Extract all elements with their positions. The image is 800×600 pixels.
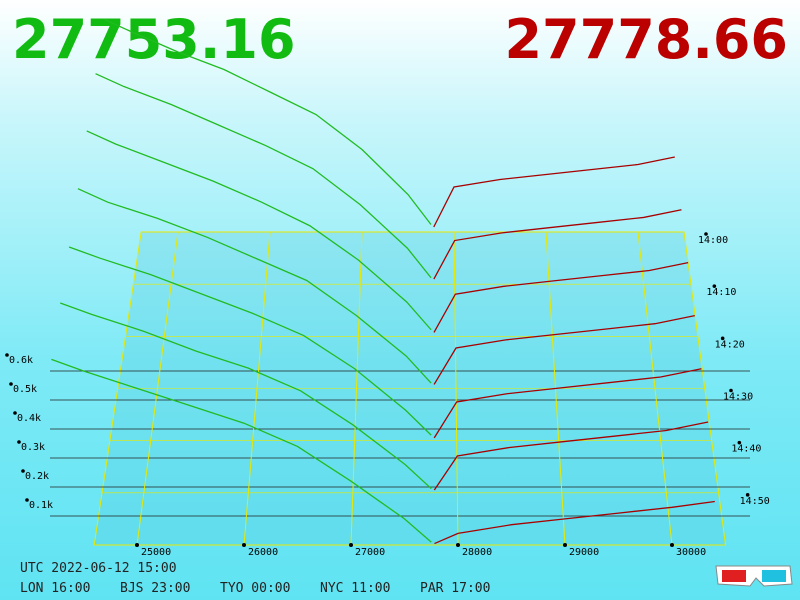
- ask-depth-line: [433, 368, 702, 439]
- clock: LON 16:00: [20, 581, 90, 596]
- bid-depth-line: [86, 130, 432, 331]
- clock: TYO 00:00: [220, 581, 290, 596]
- price-tick-dot: [456, 543, 460, 547]
- glasses-icon: [715, 565, 793, 587]
- volume-tick-dot: [9, 382, 13, 386]
- volume-tick-dot: [13, 411, 17, 415]
- price-tick-label: 25000: [141, 547, 171, 558]
- price-tick-dot: [349, 543, 353, 547]
- time-tick-dot: [712, 284, 717, 288]
- volume-tick-dot: [25, 498, 29, 502]
- volume-tick-label: 0.6k: [9, 355, 33, 366]
- ask-depth-line: [433, 261, 689, 333]
- price-tick-dot: [563, 543, 567, 547]
- volume-tick-dot: [17, 440, 21, 444]
- volume-tick-label: 0.1k: [29, 500, 53, 511]
- volume-tick-label: 0.4k: [17, 413, 41, 424]
- bid-depth-line: [104, 18, 432, 225]
- clock: NYC 11:00: [320, 581, 390, 596]
- price-tick-dot: [242, 543, 246, 547]
- ask-depth-line: [433, 156, 675, 228]
- time-tick-dot: [745, 493, 750, 497]
- bid-depth-line: [51, 358, 432, 543]
- time-tick-dot: [737, 440, 742, 445]
- price-tick-dot: [670, 543, 674, 547]
- price-tick-dot: [135, 543, 139, 547]
- price-tick-label: 26000: [248, 547, 278, 558]
- bid-depth-line: [95, 73, 432, 279]
- price-tick-label: 30000: [676, 547, 706, 558]
- bid-price: 27753.16: [12, 8, 296, 71]
- price-tick-label: 27000: [355, 547, 385, 558]
- ask-depth-line: [434, 500, 715, 545]
- volume-tick-label: 0.2k: [25, 471, 49, 482]
- time-tick-label: 14:10: [706, 287, 736, 298]
- bid-depth-line: [77, 188, 432, 384]
- time-tick-label: 14:20: [715, 339, 745, 350]
- volume-tick-label: 0.5k: [13, 384, 37, 395]
- price-tick-label: 29000: [569, 547, 599, 558]
- bid-depth-line: [68, 246, 432, 436]
- ask-depth-line: [433, 209, 682, 280]
- volume-tick-dot: [5, 353, 9, 357]
- timestamp: UTC 2022-06-12 15:00: [20, 561, 177, 576]
- time-tick-label: 14:30: [723, 392, 753, 403]
- ask-price: 27778.66: [504, 8, 788, 71]
- bid-depth-line: [60, 302, 432, 490]
- volume-tick-label: 0.3k: [21, 442, 45, 453]
- time-tick-dot: [729, 388, 733, 393]
- volume-tick-dot: [21, 469, 25, 473]
- price-tick-label: 28000: [462, 547, 492, 558]
- ask-depth-line: [433, 314, 695, 385]
- clock: PAR 17:00: [420, 581, 490, 596]
- time-tick-label: 14:50: [740, 496, 770, 507]
- ask-depth-line: [433, 421, 709, 491]
- time-tick-dot: [704, 232, 708, 236]
- clock: BJS 23:00: [120, 581, 190, 596]
- time-tick-label: 14:00: [698, 235, 728, 246]
- time-tick-label: 14:40: [731, 444, 761, 455]
- time-tick-dot: [720, 336, 725, 341]
